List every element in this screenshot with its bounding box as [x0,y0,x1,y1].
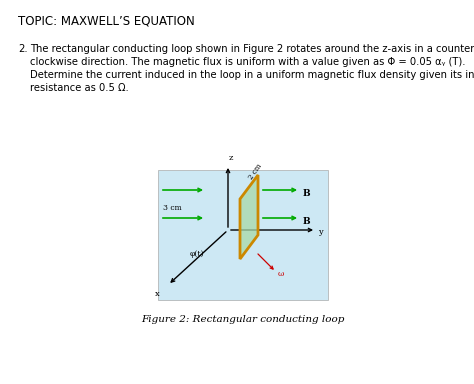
Text: B: B [303,217,310,225]
Text: z: z [229,154,233,162]
Text: Figure 2: Rectangular conducting loop: Figure 2: Rectangular conducting loop [141,315,345,324]
Text: clockwise direction. The magnetic flux is uniform with a value given as Φ = 0.05: clockwise direction. The magnetic flux i… [30,57,465,67]
Text: clockwise direction. The magnetic flux is uniform with a value given as: clockwise direction. The magnetic flux i… [0,383,1,384]
Polygon shape [240,175,258,259]
Text: φ(t): φ(t) [190,250,204,258]
Text: TOPIC: MAXWELL’S EQUATION: TOPIC: MAXWELL’S EQUATION [18,14,195,27]
Text: Determine the current induced in the loop in a uniform magnetic flux density giv: Determine the current induced in the loo… [30,70,474,80]
Text: B: B [303,189,310,197]
Text: resistance as 0.5 Ω.: resistance as 0.5 Ω. [30,83,129,93]
Text: ω: ω [278,270,284,278]
Text: 3 cm: 3 cm [163,204,182,212]
Text: 2 cm: 2 cm [247,162,264,181]
Text: y: y [318,228,323,236]
FancyBboxPatch shape [158,170,328,300]
Text: x: x [155,290,160,298]
Text: 2.: 2. [18,44,27,54]
Text: The rectangular conducting loop shown in Figure 2 rotates around the z-axis in a: The rectangular conducting loop shown in… [30,44,474,54]
